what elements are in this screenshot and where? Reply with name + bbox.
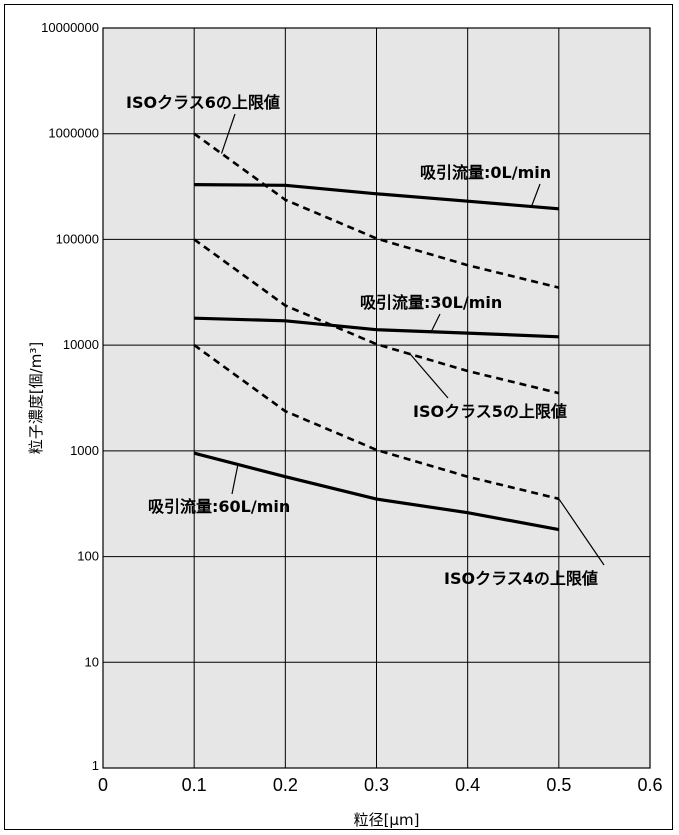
annotation-leader <box>430 313 441 333</box>
annotation-leader <box>558 498 605 566</box>
y-tick-label: 1000000 <box>48 126 99 141</box>
series-line <box>193 451 560 532</box>
annotation-label: 吸引流量:60L/min <box>148 497 290 516</box>
y-tick-label: 1 <box>92 758 99 773</box>
chart-frame <box>4 4 673 830</box>
y-tick-label: 100 <box>77 549 99 564</box>
y-tick-label: 10 <box>85 654 99 669</box>
series-group <box>193 132 560 532</box>
annotation-leader <box>220 113 236 154</box>
annotation-label: ISOクラス6の上限値 <box>126 93 280 112</box>
annotation-label: 吸引流量:0L/min <box>420 163 551 182</box>
annotation-label: 吸引流量:30L/min <box>360 293 502 312</box>
annotation-leader <box>231 464 239 495</box>
series-line <box>193 238 560 395</box>
annotation-label: ISOクラス5の上限値 <box>413 402 567 421</box>
x-tick-label: 0 <box>98 775 108 795</box>
series-line <box>193 132 560 289</box>
y-tick-label: 1000 <box>70 443 99 458</box>
annotation-leader <box>530 183 541 207</box>
x-tick-label: 0.4 <box>455 775 480 795</box>
x-axis-title: 粒径[μm] <box>354 811 420 829</box>
annotation-leader <box>409 353 449 399</box>
y-tick-label: 10000000 <box>41 20 99 35</box>
series-line <box>194 316 559 339</box>
series-line <box>193 344 560 501</box>
series-line <box>194 183 559 211</box>
y-tick-label: 10000 <box>63 337 99 352</box>
y-tick-label: 100000 <box>56 231 99 246</box>
grid-lines <box>102 27 651 769</box>
x-tick-label: 0.2 <box>273 775 298 795</box>
annotation-label: ISOクラス4の上限値 <box>444 569 598 588</box>
x-tick-label: 0.3 <box>364 775 389 795</box>
y-tick-labels: 1 10 100 1000 10000 100000 1000000 10000000 <box>41 20 99 773</box>
x-tick-labels: 0 0.1 0.2 0.3 0.4 0.5 0.6 <box>98 775 663 795</box>
x-tick-label: 0.5 <box>546 775 571 795</box>
x-tick-label: 0.1 <box>182 775 207 795</box>
x-tick-label: 0.6 <box>637 775 662 795</box>
y-axis-title: 粒子濃度[個/m³] <box>27 342 45 454</box>
